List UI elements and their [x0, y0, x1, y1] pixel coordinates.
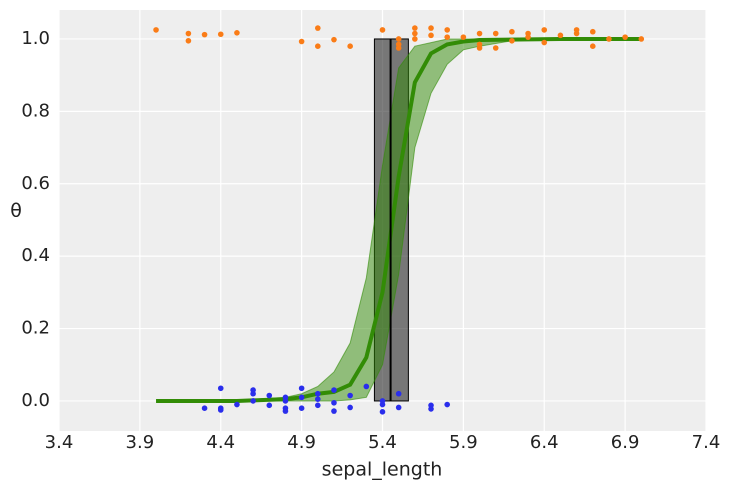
mean-curve — [156, 36, 642, 403]
data-point — [298, 394, 305, 401]
data-point — [315, 396, 321, 402]
data-point — [217, 385, 224, 392]
y-tick-label: 0.2 — [21, 318, 50, 339]
data-point — [395, 390, 402, 397]
x-tick-label: 3.4 — [45, 432, 74, 453]
data-point — [315, 390, 321, 397]
data-point — [476, 41, 483, 48]
data-point — [282, 398, 289, 404]
data-point — [266, 392, 273, 399]
y-tick-label: 1.0 — [21, 28, 50, 49]
data-point — [331, 36, 337, 43]
data-point — [266, 402, 273, 409]
data-point — [525, 34, 531, 40]
y-tick-label: 0.6 — [21, 173, 50, 194]
data-point — [347, 404, 353, 411]
data-point — [217, 407, 224, 413]
data-point — [331, 387, 337, 393]
data-point — [315, 43, 321, 49]
data-point — [412, 30, 418, 37]
data-point — [331, 408, 337, 414]
data-point — [234, 30, 240, 36]
data-point — [298, 38, 305, 45]
data-point — [315, 25, 321, 31]
x-tick-label: 6.9 — [611, 432, 640, 453]
x-tick-label: 3.9 — [126, 432, 155, 453]
data-point — [573, 30, 580, 37]
data-point — [428, 406, 434, 412]
data-point — [492, 30, 499, 37]
data-point — [185, 30, 192, 37]
y-tick-label: 0.0 — [21, 390, 50, 411]
data-point — [363, 383, 370, 390]
data-point — [234, 401, 240, 408]
data-point — [153, 27, 159, 33]
data-point — [541, 39, 548, 46]
data-point — [444, 27, 451, 33]
data-point — [444, 401, 451, 408]
x-tick-label: 4.4 — [206, 432, 235, 453]
data-point — [412, 25, 418, 31]
y-tick-label: 0.8 — [21, 100, 50, 121]
data-point — [557, 32, 564, 39]
data-point — [412, 36, 418, 42]
data-point — [428, 32, 434, 39]
data-point — [492, 45, 499, 51]
data-point — [509, 37, 515, 44]
x-tick-label: 4.9 — [287, 432, 316, 453]
data-point — [298, 385, 305, 392]
data-point — [476, 30, 483, 37]
data-point — [347, 43, 353, 49]
data-point — [347, 392, 353, 399]
data-point — [606, 36, 612, 42]
data-point — [541, 27, 548, 33]
data-point — [589, 43, 596, 49]
data-point — [638, 36, 645, 42]
data-point — [428, 25, 434, 31]
x-tick-label: 5.9 — [449, 432, 478, 453]
data-point — [201, 405, 208, 411]
data-point — [460, 34, 467, 40]
data-point — [315, 402, 321, 409]
data-point — [509, 28, 515, 35]
x-tick-label: 6.4 — [530, 432, 559, 453]
data-point — [379, 401, 386, 408]
x-tick-label: 5.4 — [368, 432, 397, 453]
data-point — [444, 34, 451, 40]
data-point — [185, 37, 192, 44]
data-point — [201, 31, 208, 38]
data-point — [379, 409, 386, 415]
data-point — [331, 399, 337, 406]
data-point — [395, 36, 402, 42]
data-point — [622, 34, 628, 40]
y-tick-label: 0.4 — [21, 245, 50, 266]
data-point — [379, 27, 386, 33]
data-point — [282, 408, 289, 414]
y-axis-label: θ — [10, 200, 22, 222]
data-point — [250, 398, 256, 404]
data-point — [217, 31, 224, 38]
x-tick-label: 7.4 — [692, 432, 721, 453]
data-point — [250, 390, 256, 397]
x-axis-label: sepal_length — [322, 459, 443, 481]
data-point — [298, 405, 305, 411]
data-point — [395, 404, 402, 411]
data-point — [395, 45, 402, 51]
data-point — [589, 28, 596, 35]
